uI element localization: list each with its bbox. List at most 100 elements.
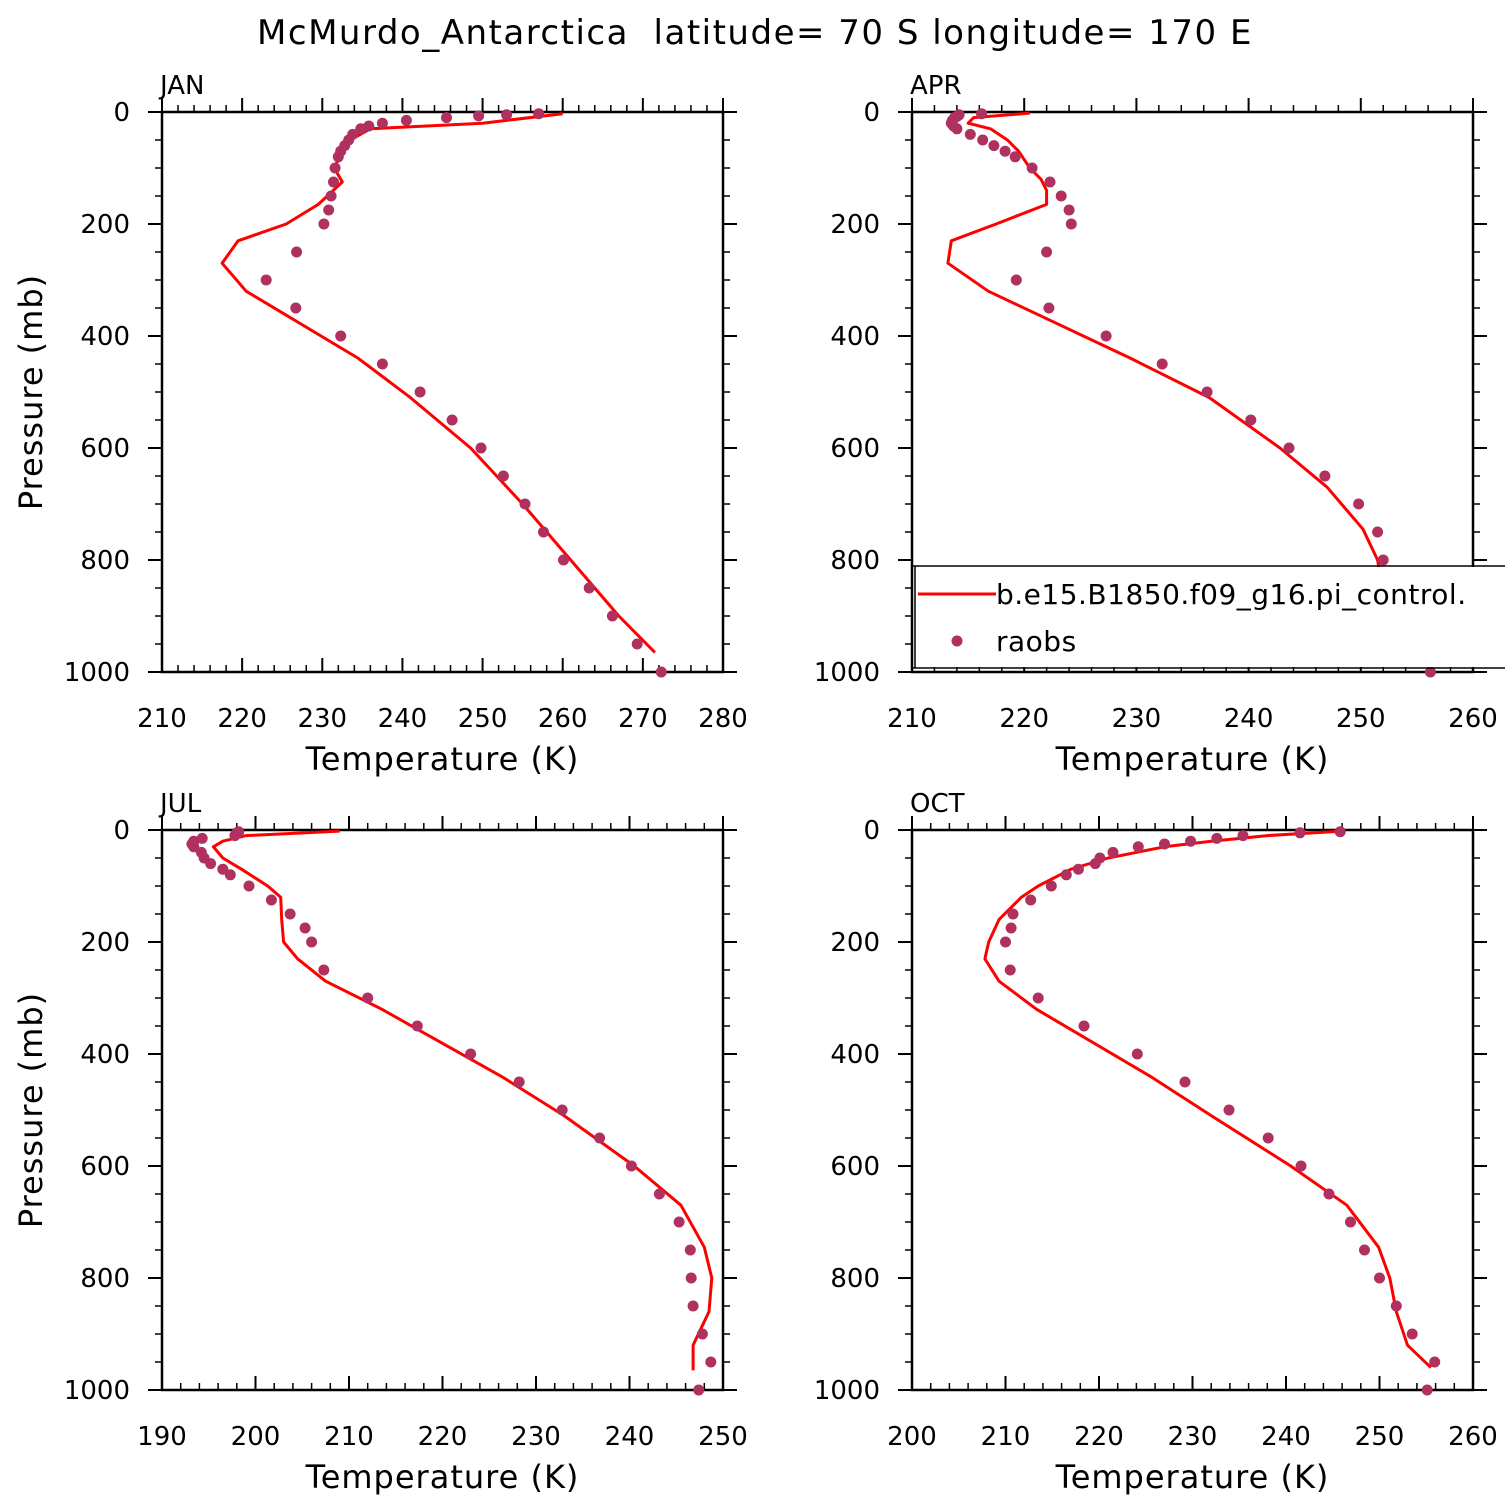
raobs-point [188,841,200,853]
x-tick-label: 250 [698,1422,748,1452]
raobs-point [1359,1244,1370,1256]
raobs-point [205,858,217,870]
y-tick-label: 200 [830,210,880,240]
raobs-point [329,162,341,174]
x-tick-label: 200 [887,1422,937,1452]
raobs-point [323,204,335,216]
raobs-point [1159,838,1170,850]
raobs-point [1353,498,1365,510]
raobs-point [1132,841,1144,853]
x-tick-label: 210 [981,1422,1031,1452]
raobs-point [441,112,452,124]
raobs-point [653,1188,665,1200]
x-tick-label: 250 [458,704,508,734]
raobs-point [705,1356,717,1368]
panel-label: APR [910,71,962,101]
x-axis-label: Temperature (K) [305,740,580,778]
raobs-point [1319,470,1331,482]
raobs-point [1421,1384,1433,1396]
raobs-point [217,863,229,875]
y-tick-label: 600 [80,434,130,464]
raobs-point [414,386,426,398]
model-series-line [220,112,656,654]
y-tick-label: 600 [830,434,880,464]
raobs-point [1072,863,1084,875]
raobs-point [1063,204,1075,216]
x-tick-label: 240 [1224,704,1274,734]
y-tick-label: 200 [80,928,130,958]
y-tick-label: 1000 [814,658,880,688]
panel-oct: 200 210 220 230 240 250 260 0 200 400 600 800 1000 OC… [814,789,1498,1496]
raobs-point [1295,1160,1307,1172]
y-tick-label: 1000 [64,658,130,688]
raobs-point [1055,190,1067,202]
raobs-point [631,638,643,650]
x-tick-label: 260 [1448,704,1498,734]
y-tick-label: 800 [830,546,880,576]
raobs-point [513,1076,525,1088]
raobs-point [1100,330,1112,342]
raobs-point [446,414,458,426]
x-tick-label: 260 [538,704,588,734]
y-tick-label: 400 [80,1040,130,1070]
raobs-point [501,109,513,121]
legend: b.e15.B1850.f09_g16.pi_control.raobs [912,565,1505,669]
y-tick-label: 400 [830,322,880,352]
x-tick-label: 240 [605,1422,655,1452]
raobs-point [1429,1356,1441,1368]
y-tick-label: 1000 [814,1376,880,1406]
raobs-point [355,123,367,135]
raobs-point [655,666,667,678]
raobs-point [475,442,487,454]
y-tick-label: 600 [80,1152,130,1182]
raobs-point [1025,894,1037,906]
raobs-point [260,274,272,286]
raobs-point [1107,846,1119,858]
raobs-point [538,526,549,538]
raobs-point [951,123,963,135]
x-tick-label: 220 [217,704,267,734]
raobs-point [1374,1272,1385,1284]
raobs-point [594,1132,606,1144]
raobs-point [519,498,531,510]
raobs-point [693,1384,705,1396]
plot-frame [910,828,1475,1392]
raobs-point [673,1216,685,1228]
x-tick-label: 230 [297,704,347,734]
y-tick-label: 200 [80,210,130,240]
raobs-point [328,176,339,188]
raobs-point [1345,1216,1356,1228]
model-series-line [946,111,1385,653]
raobs-point [1211,832,1223,844]
y-tick-label: 800 [80,546,130,576]
raobs-point [1334,826,1346,838]
raobs-point [533,108,545,120]
raobs-point [1131,1048,1143,1060]
y-tick-label: 800 [830,1264,880,1294]
y-tick-label: 1000 [64,1376,130,1406]
raobs-point [988,140,1000,152]
raobs-point [1089,858,1101,870]
raobs-point [976,108,988,120]
x-tick-label: 240 [378,704,428,734]
raobs-point [606,610,618,622]
panel-label: OCT [910,789,965,819]
raobs-point [558,554,569,566]
raobs-point [1185,835,1197,847]
raobs-point [1245,414,1257,426]
raobs-point [999,145,1011,157]
raobs-point [1041,246,1053,258]
raobs-point [583,582,595,594]
raobs-point [411,1020,423,1032]
raobs-point [556,1104,568,1116]
y-tick-label: 0 [863,98,880,128]
model-series-line [211,829,714,1371]
x-tick-label: 210 [324,1422,374,1452]
x-tick-label: 250 [1336,704,1386,734]
x-tick-label: 260 [1448,1422,1498,1452]
raobs-point [1060,869,1072,881]
plot-frame [160,828,725,1392]
x-tick-label: 210 [887,704,937,734]
y-tick-label: 400 [830,1040,880,1070]
